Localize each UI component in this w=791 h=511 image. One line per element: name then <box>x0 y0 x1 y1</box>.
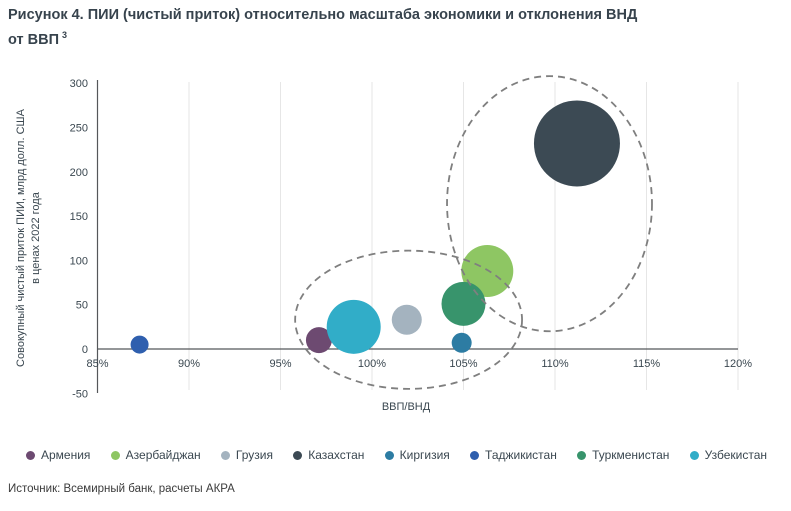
y-axis-title-line1: Совокупный чистый приток ПИИ, млрд долл.… <box>15 108 27 367</box>
legend-label: Узбекистан <box>704 448 767 462</box>
y-tick-label: 300 <box>70 78 88 90</box>
bubble <box>533 100 620 187</box>
figure-title-line1: Рисунок 4. ПИИ (чистый приток) относител… <box>8 7 638 23</box>
legend-dot <box>26 450 35 460</box>
x-tick-label: 90% <box>178 358 200 370</box>
legend-item: Таджикистан <box>470 448 557 462</box>
y-tick-label: 150 <box>70 211 88 223</box>
legend-label: Киргизия <box>399 448 450 462</box>
bubble-chart: 300 250 200 150 100 50 0 -50 85% 90% 95% 100% 105% 11… <box>15 75 752 413</box>
legend-dot <box>220 450 230 460</box>
legend-item: Армения <box>26 448 90 462</box>
legend-item: Узбекистан <box>689 448 767 462</box>
y-tick-label: 100 <box>70 255 88 267</box>
footnote-marker: 3 <box>62 30 68 40</box>
x-tick-label: 100% <box>358 358 386 370</box>
legend-dot <box>689 450 699 460</box>
legend-item: Киргизия <box>384 448 450 462</box>
legend-dot <box>293 450 303 460</box>
y-tick-label: 0 <box>82 344 88 356</box>
legend-item: Казахстан <box>293 448 364 462</box>
chart-legend: Армения Азербайджан Грузия Казахстан Киргизи… <box>0 444 791 466</box>
x-tick-label: 120% <box>724 358 752 370</box>
y-tick-label: 250 <box>70 123 88 135</box>
x-tick-label: 105% <box>449 358 477 370</box>
y-tick-label: 50 <box>76 300 88 312</box>
bubble-chart-area: 300 250 200 150 100 50 0 -50 85% 90% 95% 100% 105% 11… <box>0 60 791 440</box>
legend-dot <box>470 450 480 460</box>
bubble <box>451 332 472 353</box>
bubble <box>130 335 149 354</box>
x-tick-label: 85% <box>86 358 108 370</box>
bubble <box>305 327 332 354</box>
legend-label: Казахстан <box>308 448 365 462</box>
x-tick-label: 95% <box>269 358 291 370</box>
figure-title: Рисунок 4. ПИИ (чистый приток) относител… <box>8 5 783 50</box>
cluster-ellipse <box>446 75 653 333</box>
legend-item: Азербайджан <box>110 448 201 462</box>
legend-label: Таджикистан <box>485 448 557 462</box>
y-tick-label: -50 <box>72 388 88 400</box>
legend-label: Туркменистан <box>592 448 670 462</box>
legend-item: Грузия <box>220 448 273 462</box>
legend-label: Грузия <box>235 448 273 462</box>
legend-label: Армения <box>41 448 91 462</box>
legend-item: Туркменистан <box>577 448 669 462</box>
bubble <box>441 281 486 326</box>
y-tick-label: 200 <box>70 167 88 179</box>
x-tick-label: 110% <box>541 358 569 370</box>
bubble <box>326 299 381 354</box>
bubble <box>391 304 422 335</box>
cluster-ellipse <box>294 249 523 390</box>
legend-dot <box>577 450 587 460</box>
x-axis-title: ВВП/ВНД <box>382 401 431 413</box>
legend-label: Азербайджан <box>125 448 201 462</box>
x-tick-label: 115% <box>633 358 661 370</box>
bubble <box>461 245 514 298</box>
y-axis-title-line2: в ценах 2022 года <box>30 191 42 284</box>
legend-dot <box>110 450 120 460</box>
figure-title-line2: от ВВП <box>8 31 59 48</box>
legend-dot <box>384 450 394 460</box>
source-note: Источник: Всемирный банк, расчеты АКРА <box>8 483 235 495</box>
